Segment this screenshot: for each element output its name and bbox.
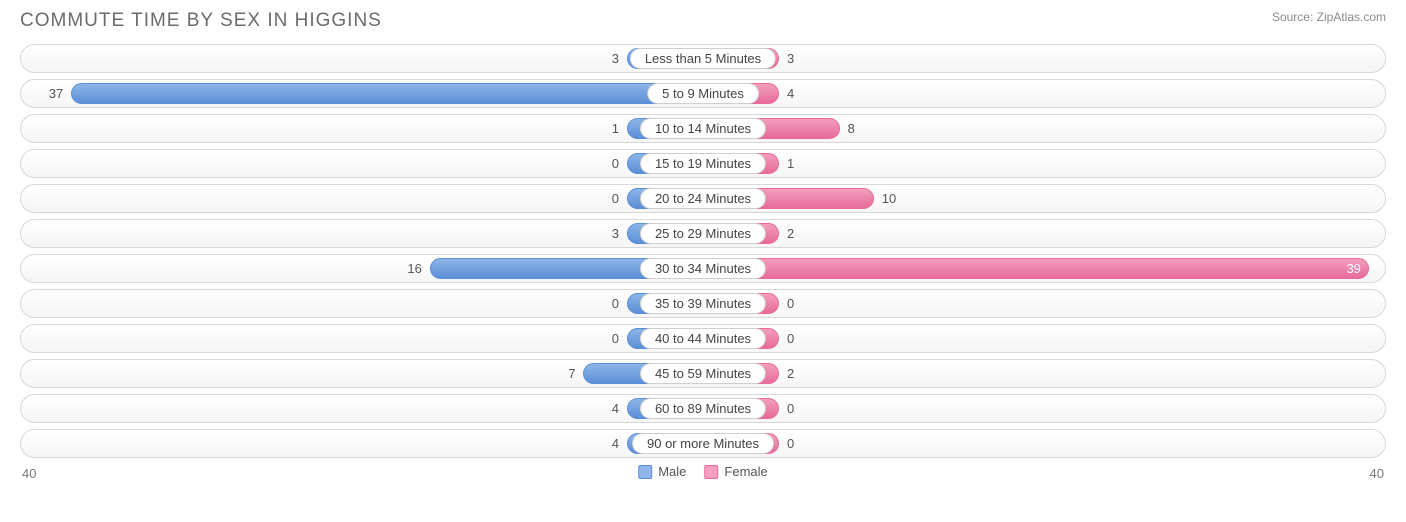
category-label: 35 to 39 Minutes <box>640 293 766 314</box>
male-value: 0 <box>604 290 627 317</box>
male-value: 0 <box>604 185 627 212</box>
male-value: 4 <box>604 395 627 422</box>
chart-row: 0 0 35 to 39 Minutes <box>20 289 1386 318</box>
category-label: 10 to 14 Minutes <box>640 118 766 139</box>
category-label: Less than 5 Minutes <box>630 48 776 69</box>
legend-label: Male <box>658 464 686 479</box>
legend-label: Female <box>724 464 767 479</box>
axis-max-right: 40 <box>1370 466 1384 481</box>
chart-row: 3 2 25 to 29 Minutes <box>20 219 1386 248</box>
female-value: 0 <box>779 325 802 352</box>
chart-row: 0 10 20 to 24 Minutes <box>20 184 1386 213</box>
female-value: 3 <box>779 45 802 72</box>
category-label: 25 to 29 Minutes <box>640 223 766 244</box>
male-value: 7 <box>560 360 583 387</box>
chart-row: 7 2 45 to 59 Minutes <box>20 359 1386 388</box>
female-value: 0 <box>779 395 802 422</box>
male-value: 4 <box>604 430 627 457</box>
male-value: 1 <box>604 115 627 142</box>
chart-row: 4 090 or more Minutes <box>20 429 1386 458</box>
male-value: 0 <box>604 325 627 352</box>
category-label: 15 to 19 Minutes <box>640 153 766 174</box>
female-value: 8 <box>840 115 863 142</box>
legend-item: Female <box>704 464 767 479</box>
chart-title: COMMUTE TIME BY SEX IN HIGGINS <box>20 10 382 32</box>
chart-row: 3 3Less than 5 Minutes <box>20 44 1386 73</box>
male-value: 0 <box>604 150 627 177</box>
category-label: 40 to 44 Minutes <box>640 328 766 349</box>
legend-swatch <box>638 465 652 479</box>
male-value: 3 <box>604 220 627 247</box>
female-value: 4 <box>779 80 802 107</box>
female-value: 0 <box>779 290 802 317</box>
female-value: 2 <box>779 360 802 387</box>
chart-row: 0 0 40 to 44 Minutes <box>20 324 1386 353</box>
female-value: 0 <box>779 430 802 457</box>
chart-row: 16 3930 to 34 Minutes <box>20 254 1386 283</box>
category-label: 60 to 89 Minutes <box>640 398 766 419</box>
female-value: 39 <box>703 255 1369 282</box>
male-value: 16 <box>399 255 429 282</box>
female-value: 1 <box>779 150 802 177</box>
male-value: 37 <box>41 80 71 107</box>
chart-row: 1 8 10 to 14 Minutes <box>20 114 1386 143</box>
category-label: 90 or more Minutes <box>632 433 774 454</box>
category-label: 45 to 59 Minutes <box>640 363 766 384</box>
chart-row: 4 0 60 to 89 Minutes <box>20 394 1386 423</box>
chart-footer: 40 Male Female 40 <box>20 464 1386 486</box>
axis-max-left: 40 <box>22 466 36 481</box>
category-label: 20 to 24 Minutes <box>640 188 766 209</box>
legend: Male Female <box>638 464 768 479</box>
category-label: 5 to 9 Minutes <box>647 83 759 104</box>
legend-item: Male <box>638 464 686 479</box>
female-value: 10 <box>874 185 904 212</box>
chart-rows: 33Less than 5 Minutes3745 to 9 Minutes18… <box>20 44 1386 458</box>
chart-row: 37 4 5 to 9 Minutes <box>20 79 1386 108</box>
chart-source: Source: ZipAtlas.com <box>1272 10 1386 24</box>
category-label: 30 to 34 Minutes <box>640 258 766 279</box>
male-bar <box>71 83 703 104</box>
chart-header: COMMUTE TIME BY SEX IN HIGGINS Source: Z… <box>20 10 1386 32</box>
male-value: 3 <box>604 45 627 72</box>
legend-swatch <box>704 465 718 479</box>
chart-row: 0 1 15 to 19 Minutes <box>20 149 1386 178</box>
female-value: 2 <box>779 220 802 247</box>
